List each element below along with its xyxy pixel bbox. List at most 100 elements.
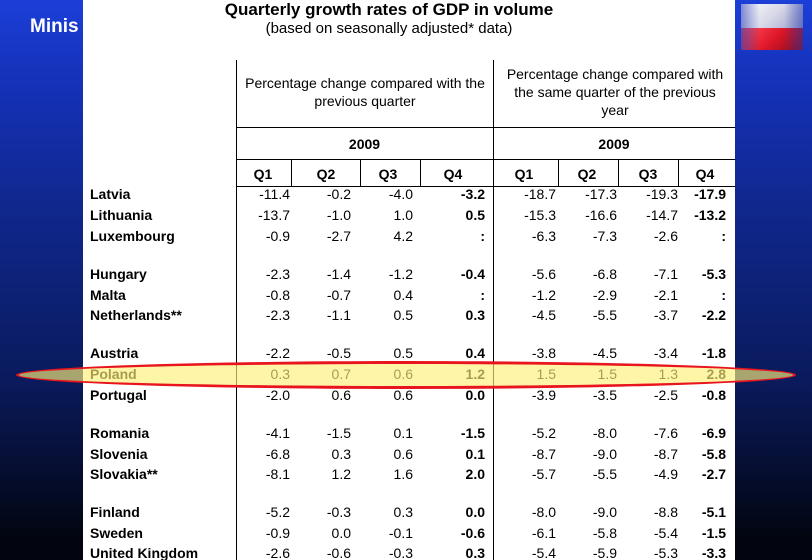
table-cell: -0.3: [326, 504, 351, 520]
table-cell: -5.5: [592, 466, 617, 482]
ministry-label: Minis: [30, 16, 79, 37]
divider: [236, 186, 735, 187]
table-cell: -18.7: [524, 186, 556, 202]
table-cell: 0.3: [465, 545, 485, 560]
table-cell: -2.3: [265, 266, 290, 282]
divider: [678, 159, 679, 186]
table-cell: 2.8: [706, 366, 726, 382]
table-cell: -0.5: [326, 345, 351, 361]
table-cell: 0.0: [331, 525, 351, 541]
table-cell: -13.7: [258, 207, 290, 223]
table-cell: -3.4: [653, 345, 678, 361]
table-cell: -1.0: [326, 207, 351, 223]
table-cell: 1.5: [597, 366, 617, 382]
table-cell: -0.9: [265, 525, 290, 541]
table-cell: -3.5: [592, 387, 617, 403]
gdp-table-sheet: Quarterly growth rates of GDP in volume …: [83, 0, 735, 560]
table-cell: -3.9: [531, 387, 556, 403]
table-subtitle: (based on seasonally adjusted* data): [265, 20, 513, 37]
table-row-country: Sweden: [90, 525, 143, 541]
table-cell: -5.8: [592, 525, 617, 541]
table-cell: -0.8: [265, 287, 290, 303]
table-cell: -4.5: [592, 345, 617, 361]
table-cell: -8.0: [531, 504, 556, 520]
table-cell: -3.2: [460, 186, 485, 202]
table-cell: -2.7: [326, 228, 351, 244]
table-cell: :: [721, 228, 726, 244]
table-row-country: Portugal: [90, 387, 147, 403]
table-cell: -5.9: [592, 545, 617, 560]
table-cell: -6.9: [701, 425, 726, 441]
table-row-country: Slovakia**: [90, 466, 158, 482]
table-cell: -16.6: [585, 207, 617, 223]
table-cell: 0.1: [393, 425, 413, 441]
table-cell: -1.5: [326, 425, 351, 441]
divider: [236, 159, 735, 160]
table-row-country: Romania: [90, 425, 150, 441]
table-row-country: Lithuania: [90, 207, 153, 223]
quarter-header: Q3: [638, 166, 658, 182]
table-cell: 1.2: [331, 466, 351, 482]
table-cell: -2.2: [265, 345, 290, 361]
table-cell: 0.5: [465, 207, 485, 223]
table-cell: -17.3: [585, 186, 617, 202]
table-cell: -8.1: [265, 466, 290, 482]
table-cell: -2.6: [653, 228, 678, 244]
divider: [236, 127, 735, 128]
table-cell: -2.7: [701, 466, 726, 482]
table-cell: 2.0: [465, 466, 485, 482]
table-row-country: Netherlands**: [90, 307, 182, 323]
table-cell: 0.6: [393, 366, 413, 382]
table-cell: -19.3: [646, 186, 678, 202]
table-cell: 0.5: [393, 345, 413, 361]
quarter-header: Q3: [378, 166, 398, 182]
group-header-previous-quarter: Percentage change compared with the prev…: [245, 75, 485, 109]
table-cell: 0.3: [270, 366, 290, 382]
table-row-country: Austria: [90, 345, 139, 361]
table-cell: -5.7: [531, 466, 556, 482]
table-cell: -4.5: [531, 307, 556, 323]
table-cell: 1.2: [465, 366, 485, 382]
table-row-country: Luxembourg: [90, 228, 175, 244]
table-cell: -8.7: [653, 446, 678, 462]
table-row-country: Slovenia: [90, 446, 148, 462]
table-cell: -17.9: [694, 186, 726, 202]
table-cell: -8.7: [531, 446, 556, 462]
table-cell: 0.4: [465, 345, 485, 361]
table-cell: 0.3: [331, 446, 351, 462]
table-cell: -0.2: [326, 186, 351, 202]
table-cell: -5.8: [701, 446, 726, 462]
quarter-header: Q2: [316, 166, 336, 182]
table-row-country: Malta: [90, 287, 126, 303]
table-cell: -5.3: [653, 545, 678, 560]
table-cell: -0.4: [460, 266, 485, 282]
table-row-country: Hungary: [90, 266, 147, 282]
table-cell: -13.2: [694, 207, 726, 223]
divider: [618, 159, 619, 186]
quarter-header: Q4: [443, 166, 463, 182]
table-cell: -0.7: [326, 287, 351, 303]
table-cell: :: [480, 228, 485, 244]
table-row-country: Finland: [90, 504, 140, 520]
table-cell: -2.1: [653, 287, 678, 303]
table-cell: -1.8: [701, 345, 726, 361]
table-cell: -0.1: [388, 525, 413, 541]
table-cell: -0.6: [460, 525, 485, 541]
table-cell: :: [480, 287, 485, 303]
quarter-header: Q4: [695, 166, 715, 182]
year-label: 2009: [348, 136, 381, 152]
table-cell: -11.4: [259, 186, 290, 202]
table-cell: -1.1: [326, 307, 351, 323]
table-cell: -2.2: [701, 307, 726, 323]
table-row-country: United Kingdom: [90, 545, 199, 560]
table-cell: -5.2: [265, 504, 290, 520]
table-cell: -4.1: [265, 425, 290, 441]
table-cell: -1.2: [388, 266, 413, 282]
quarter-header: Q1: [514, 166, 534, 182]
table-cell: -1.5: [460, 425, 485, 441]
table-cell: -15.3: [524, 207, 556, 223]
table-cell: -6.8: [265, 446, 290, 462]
table-cell: -4.0: [388, 186, 413, 202]
table-cell: -5.4: [653, 525, 678, 541]
table-cell: -3.8: [531, 345, 556, 361]
